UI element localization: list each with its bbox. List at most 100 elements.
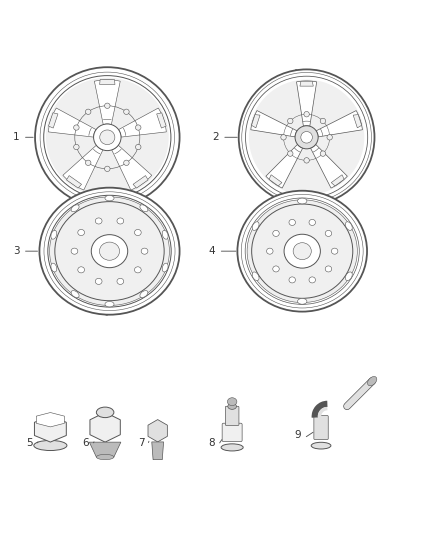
Ellipse shape	[288, 118, 293, 124]
Ellipse shape	[252, 204, 353, 298]
Ellipse shape	[284, 234, 320, 268]
Polygon shape	[297, 81, 317, 126]
Ellipse shape	[55, 201, 164, 301]
Ellipse shape	[367, 376, 377, 386]
Ellipse shape	[105, 166, 110, 172]
Ellipse shape	[237, 191, 367, 312]
Ellipse shape	[99, 188, 117, 314]
Ellipse shape	[288, 151, 293, 156]
Text: 8: 8	[208, 438, 215, 448]
Ellipse shape	[124, 109, 129, 115]
Ellipse shape	[245, 76, 368, 198]
Ellipse shape	[71, 248, 78, 254]
Ellipse shape	[78, 267, 85, 273]
Polygon shape	[157, 113, 166, 128]
Ellipse shape	[135, 125, 141, 130]
Polygon shape	[311, 144, 347, 188]
Ellipse shape	[140, 205, 148, 212]
Ellipse shape	[293, 243, 311, 260]
Ellipse shape	[117, 218, 124, 224]
Ellipse shape	[297, 198, 307, 204]
Ellipse shape	[44, 192, 175, 311]
Ellipse shape	[51, 230, 57, 239]
Ellipse shape	[162, 230, 168, 239]
Ellipse shape	[46, 78, 169, 197]
Ellipse shape	[249, 79, 364, 195]
Ellipse shape	[289, 220, 296, 225]
Ellipse shape	[71, 205, 79, 212]
Ellipse shape	[273, 266, 279, 272]
Ellipse shape	[100, 188, 118, 314]
Ellipse shape	[48, 195, 171, 307]
Ellipse shape	[44, 76, 171, 199]
Ellipse shape	[221, 444, 243, 451]
Polygon shape	[100, 79, 115, 85]
Ellipse shape	[96, 407, 114, 418]
Ellipse shape	[95, 278, 102, 285]
Ellipse shape	[325, 230, 332, 237]
Ellipse shape	[105, 103, 110, 108]
Ellipse shape	[105, 302, 114, 307]
Polygon shape	[112, 146, 152, 190]
Ellipse shape	[289, 277, 296, 283]
Ellipse shape	[239, 69, 374, 205]
Text: 5: 5	[26, 438, 33, 448]
Ellipse shape	[91, 235, 128, 268]
Ellipse shape	[74, 125, 79, 130]
Ellipse shape	[51, 263, 57, 272]
Text: 3: 3	[13, 246, 20, 256]
Polygon shape	[269, 175, 282, 186]
Polygon shape	[300, 81, 313, 86]
Ellipse shape	[297, 298, 307, 304]
Ellipse shape	[99, 188, 117, 314]
Ellipse shape	[105, 196, 114, 201]
Ellipse shape	[245, 198, 359, 304]
Polygon shape	[89, 442, 121, 457]
Ellipse shape	[85, 160, 91, 165]
Ellipse shape	[40, 72, 174, 203]
Ellipse shape	[304, 111, 309, 117]
Ellipse shape	[267, 248, 273, 254]
FancyBboxPatch shape	[226, 406, 239, 425]
Ellipse shape	[301, 132, 312, 143]
Polygon shape	[148, 419, 167, 442]
Polygon shape	[49, 113, 58, 128]
Polygon shape	[90, 413, 120, 442]
Ellipse shape	[98, 188, 116, 314]
Ellipse shape	[96, 455, 114, 459]
Ellipse shape	[304, 158, 309, 163]
Text: 7: 7	[138, 438, 145, 448]
Ellipse shape	[134, 229, 141, 236]
Polygon shape	[48, 108, 96, 137]
Polygon shape	[152, 442, 163, 459]
Polygon shape	[316, 110, 362, 137]
Ellipse shape	[325, 266, 332, 272]
Ellipse shape	[71, 290, 79, 297]
Ellipse shape	[241, 195, 363, 308]
Ellipse shape	[281, 134, 286, 140]
Polygon shape	[331, 175, 344, 186]
Ellipse shape	[346, 272, 352, 280]
FancyBboxPatch shape	[222, 423, 242, 442]
Polygon shape	[266, 144, 303, 188]
Ellipse shape	[252, 222, 259, 230]
Polygon shape	[353, 115, 362, 128]
Ellipse shape	[35, 67, 180, 207]
Ellipse shape	[85, 109, 91, 115]
Ellipse shape	[39, 188, 180, 314]
Ellipse shape	[327, 134, 332, 140]
Polygon shape	[36, 413, 64, 427]
Ellipse shape	[49, 197, 170, 305]
Ellipse shape	[320, 151, 325, 156]
Ellipse shape	[332, 248, 338, 254]
Ellipse shape	[135, 144, 141, 150]
Ellipse shape	[100, 130, 115, 144]
Text: 9: 9	[294, 430, 301, 440]
Polygon shape	[35, 416, 66, 442]
Ellipse shape	[94, 124, 121, 151]
Ellipse shape	[346, 222, 352, 230]
Ellipse shape	[162, 263, 168, 272]
Ellipse shape	[227, 398, 237, 406]
Ellipse shape	[34, 440, 67, 450]
Polygon shape	[67, 175, 81, 188]
